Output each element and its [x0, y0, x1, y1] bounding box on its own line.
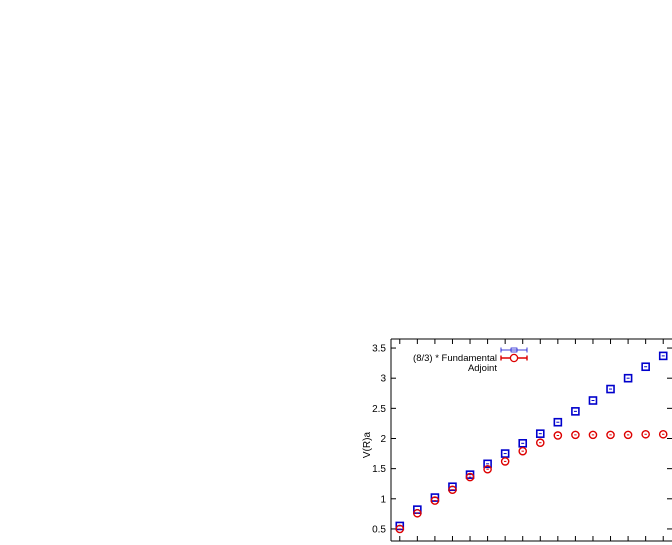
fundamental-point — [606, 384, 615, 394]
fundamental-point — [500, 449, 510, 458]
adjoint-point — [483, 464, 492, 474]
y-tick-label: 3 — [380, 374, 386, 385]
y-tick-label: 2.5 — [372, 404, 386, 415]
fundamental-point — [571, 407, 580, 416]
plot-frame — [390, 338, 672, 542]
legend-label-adjoint: Adjoint — [468, 363, 497, 374]
x-axis-ticks — [399, 339, 664, 541]
adjoint-point — [430, 496, 440, 505]
adjoint-point — [588, 430, 598, 440]
legend-sample-fundamental-marker — [510, 347, 518, 353]
legend: (8/3) * Fundamental Adjoint — [413, 347, 528, 374]
adjoint-point — [571, 430, 580, 440]
adjoint-point — [623, 430, 633, 440]
adjoint-point — [518, 446, 528, 456]
adjoint-point — [535, 438, 545, 448]
y-tick-label: 0.5 — [372, 524, 386, 535]
fundamental-point — [535, 429, 545, 438]
fundamental-point — [623, 373, 633, 383]
fundamental-point — [658, 351, 668, 361]
legend-label-fundamental: (8/3) * Fundamental — [413, 353, 497, 364]
fundamental-point — [518, 439, 528, 448]
fundamental-point — [588, 396, 598, 405]
y-tick-label: 1 — [380, 494, 386, 505]
fundamental-point — [553, 417, 563, 427]
adjoint-point — [465, 472, 475, 482]
adjoint-point — [413, 508, 422, 518]
legend-sample-adjoint-marker — [509, 353, 519, 363]
y-tick-label: 2 — [380, 434, 386, 445]
y-axis-ticks: 0.5 1 1.5 2 2.5 3 3.5 — [372, 344, 672, 535]
adjoint-point — [606, 430, 615, 440]
data-marks — [395, 351, 668, 534]
y-tick-label: 3.5 — [372, 344, 386, 355]
fundamental-point — [641, 362, 650, 372]
fundamental-point — [483, 459, 492, 469]
adjoint-point — [448, 485, 457, 495]
adjoint-point — [641, 429, 650, 439]
adjoint-point — [553, 431, 563, 440]
y-tick-label: 1.5 — [372, 464, 386, 475]
adjoint-point — [658, 429, 668, 439]
adjoint-point — [500, 457, 510, 466]
adjoint-point — [395, 524, 405, 534]
y-axis-label: V(R)a — [362, 432, 373, 459]
